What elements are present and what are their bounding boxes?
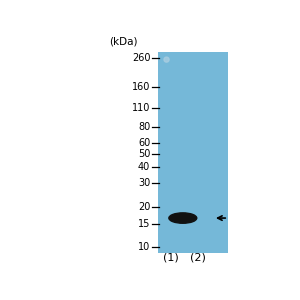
Text: 110: 110 <box>132 103 150 113</box>
Ellipse shape <box>164 57 169 62</box>
FancyBboxPatch shape <box>158 52 228 253</box>
Text: 10: 10 <box>138 242 150 252</box>
Text: 40: 40 <box>138 162 150 172</box>
Text: 160: 160 <box>132 82 150 92</box>
Text: (1): (1) <box>163 253 179 263</box>
Text: 60: 60 <box>138 138 150 148</box>
Text: 260: 260 <box>132 53 150 64</box>
Text: 30: 30 <box>138 178 150 188</box>
Text: 50: 50 <box>138 149 150 159</box>
Text: 15: 15 <box>138 219 150 229</box>
Text: 80: 80 <box>138 122 150 132</box>
Ellipse shape <box>169 213 197 223</box>
Text: (2): (2) <box>190 253 206 263</box>
Text: 20: 20 <box>138 202 150 212</box>
Text: (kDa): (kDa) <box>109 36 138 46</box>
